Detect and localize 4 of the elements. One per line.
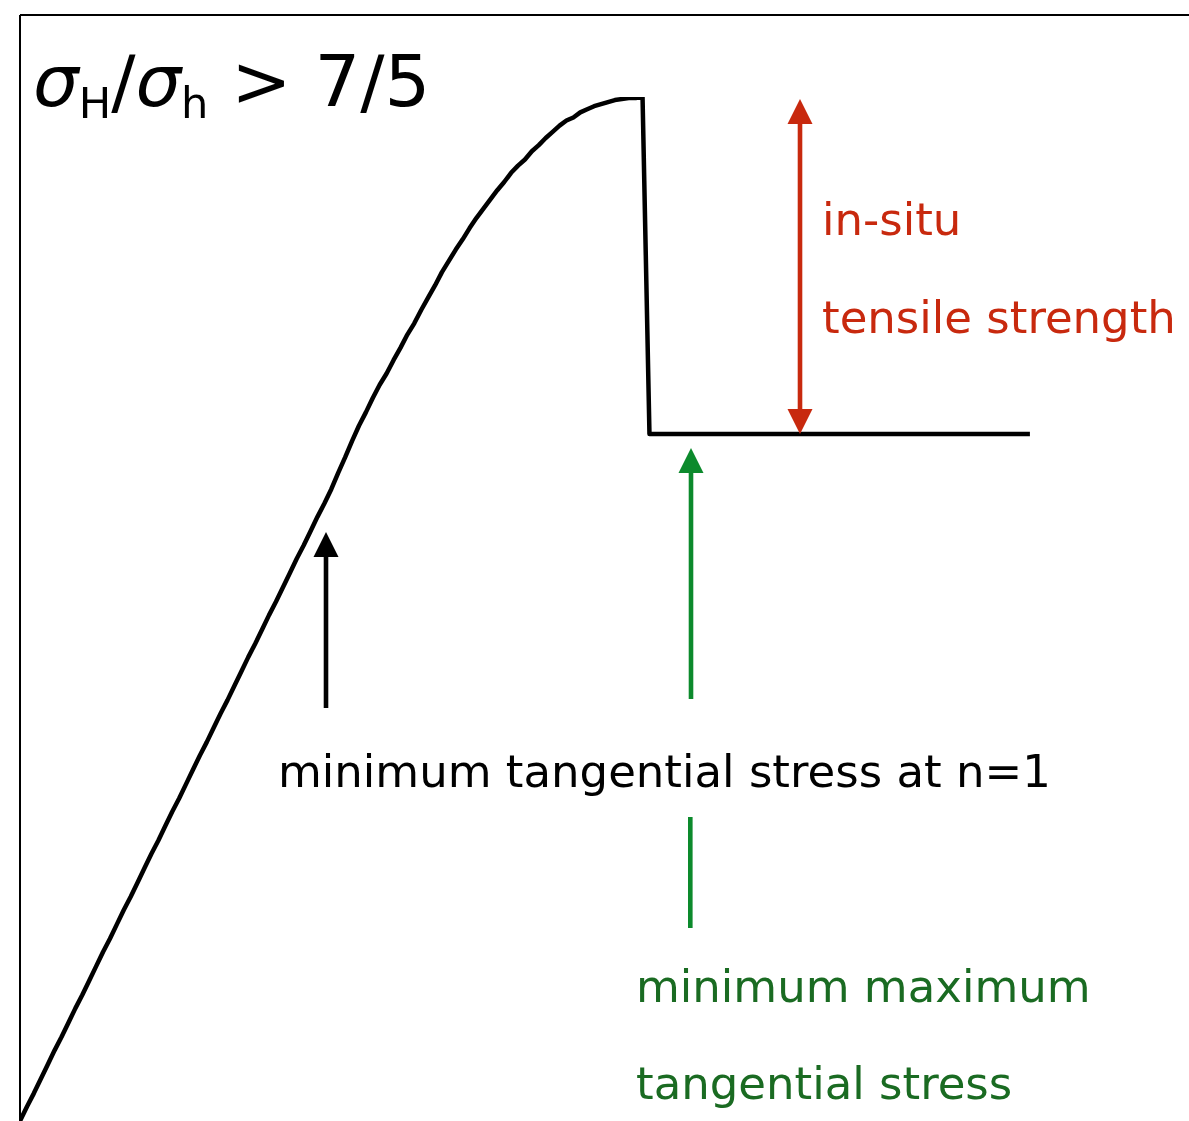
chart-title: σ$_{H}$/σ$_{h}$ > 7/5 (33, 39, 431, 128)
annotation: in-situ tensile strength (822, 193, 1176, 344)
annotation: minimum tangential stress at n=1 (278, 745, 1051, 798)
annotation: minimum maximum tangential stress (636, 960, 1091, 1110)
